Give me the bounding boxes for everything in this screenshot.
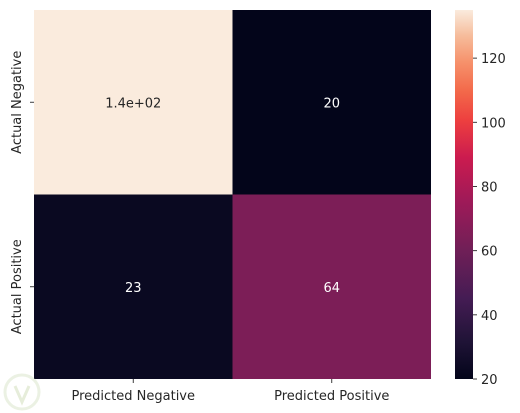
cell-annotation: 23 xyxy=(125,281,142,296)
colorbar-tick-label: 120 xyxy=(481,52,506,67)
cell-annotation: 1.4e+02 xyxy=(105,96,161,111)
heatmap-cells xyxy=(34,10,431,379)
x-tick-label: Predicted Negative xyxy=(72,389,196,404)
heatmap-cell-r1-c1 xyxy=(232,194,431,379)
heatmap-cell-r0-c0 xyxy=(34,10,233,195)
heatmap-cell-r0-c1 xyxy=(232,10,431,195)
colorbar-tick-label: 20 xyxy=(481,373,498,388)
cell-annotation: 20 xyxy=(323,96,340,111)
colorbar-gradient xyxy=(455,10,473,379)
cell-annotations: 1.4e+02 20 23 64 xyxy=(105,96,340,296)
x-axis: Predicted Negative Predicted Positive xyxy=(72,379,389,404)
colorbar: 20 40 60 80 100 120 xyxy=(455,10,506,388)
heatmap-cell-r1-c0 xyxy=(34,194,233,379)
cell-annotation: 64 xyxy=(323,281,340,296)
y-tick-label: Actual Positive xyxy=(10,239,25,334)
colorbar-tick-label: 60 xyxy=(481,245,498,260)
shield-logo-watermark xyxy=(3,373,41,411)
y-axis: Actual Negative Actual Positive xyxy=(10,51,34,334)
x-tick-label: Predicted Positive xyxy=(274,389,389,404)
colorbar-tick-label: 40 xyxy=(481,309,498,324)
colorbar-tick-label: 100 xyxy=(481,116,506,131)
colorbar-tick-label: 80 xyxy=(481,180,498,195)
y-tick-label: Actual Negative xyxy=(10,51,25,154)
